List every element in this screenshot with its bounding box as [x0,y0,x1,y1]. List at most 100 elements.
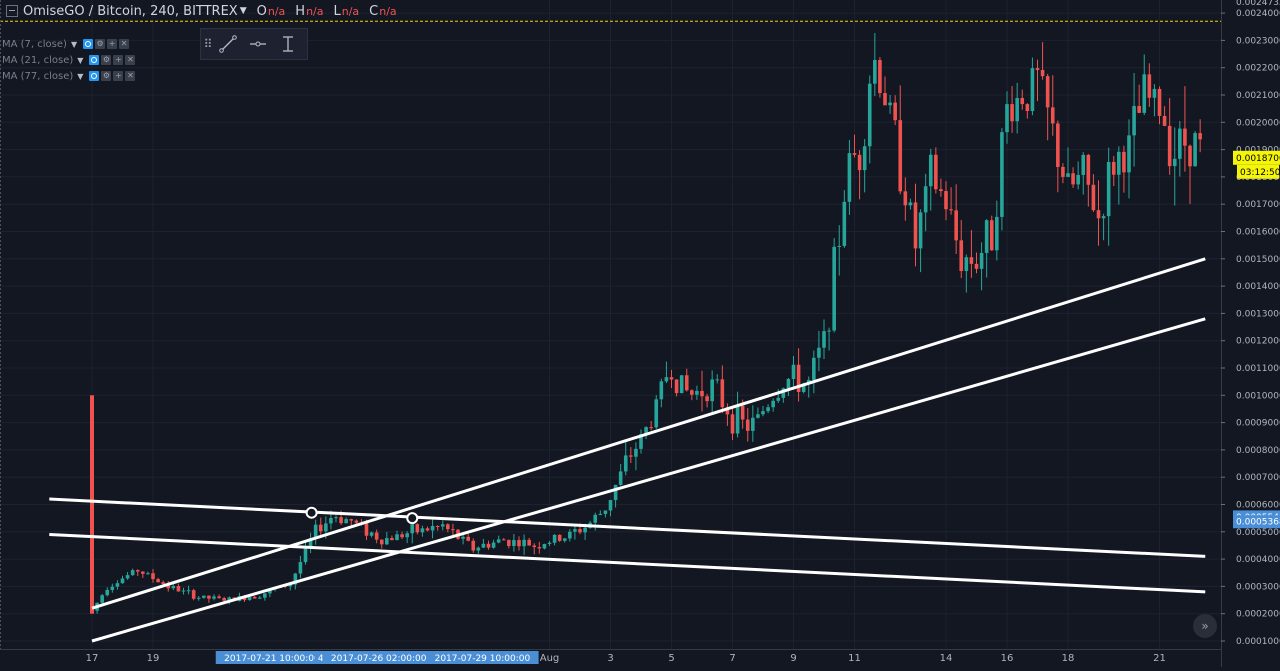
candle-up [791,364,796,379]
price-tag [1233,150,1280,165]
close-icon[interactable]: ✕ [125,55,136,65]
candle-up [979,252,984,269]
more-icon[interactable]: + [113,55,124,65]
chevron-down-icon[interactable]: ▼ [239,6,247,16]
candle-down [532,545,537,548]
eye-icon[interactable] [89,71,100,81]
chevron-down-icon[interactable]: ▼ [77,71,84,81]
candle-up [827,330,831,332]
more-icon[interactable]: + [107,39,118,49]
candle-down [537,547,542,549]
y-tick-label: 0.00170000 [1236,200,1280,210]
eye-icon[interactable] [89,55,100,65]
more-icon[interactable]: + [113,71,124,81]
candle-up [369,532,374,536]
indicator-ma-21[interactable]: MA (21, close) ▼ ⚙ + ✕ [2,53,137,67]
candle-up [1005,104,1009,133]
eye-icon[interactable] [83,39,94,49]
x-tick-label: 3 [607,653,613,664]
symbol-title[interactable]: OmiseGO / Bitcoin, 240, BITTREX [23,3,238,19]
trendline-tool-icon[interactable] [213,30,243,58]
indicator-ma-77[interactable]: MA (77, close) ▼ ⚙ + ✕ [2,69,137,83]
indicator-label: MA (21, close) [2,54,74,66]
candle-down [354,520,359,523]
candle-up [308,538,313,547]
chevron-down-icon[interactable]: ▼ [77,55,84,65]
drag-handle-icon[interactable]: ⠿ [203,37,213,51]
candle-down [690,390,694,395]
candle-up [1066,173,1070,177]
x-tick-label: 18 [1062,653,1075,664]
price-axis[interactable] [1221,0,1280,667]
candle-up [1081,154,1086,175]
candle-down [1071,173,1075,185]
y-tick-label: 0.00120000 [1236,337,1280,347]
y-tick-label: 0.00200000 [1236,118,1280,128]
close-icon[interactable]: ✕ [125,71,136,81]
candle-up [1000,132,1004,217]
collapse-icon[interactable] [6,5,18,17]
candle-up [659,381,664,400]
trendline[interactable] [91,257,1206,610]
candle-up [202,595,206,598]
candle-up [812,357,816,380]
candle-down [878,59,882,94]
candle-up [873,59,877,84]
y-tick-label: 0.00020000 [1236,610,1280,620]
candle-down [507,540,511,546]
candle-down [486,543,491,548]
candle-up [654,399,659,428]
candle-down [1122,151,1126,173]
candle-up [598,513,603,515]
candle-up [420,528,425,533]
vertical-line-tool-icon[interactable] [273,30,303,58]
candle-up [476,547,481,551]
x-highlight-label: 2017-07-26 02:00:00 [331,654,427,664]
candle-up [1178,128,1182,159]
trendline[interactable] [49,497,1206,558]
candle-up [542,544,547,549]
indicator-ma-7[interactable]: MA (7, close) ▼ ⚙ + ✕ [2,37,131,51]
candle-down [1111,161,1116,175]
y-tick-label: 0.00130000 [1236,309,1280,319]
candle-up [771,400,775,408]
x-tick-label: 17 [86,653,99,664]
trendline-handle[interactable] [305,506,318,519]
candle-up [867,83,872,147]
close-icon[interactable]: ✕ [119,39,130,49]
candle-down [471,540,476,551]
candle-down [252,596,257,599]
trendline[interactable] [91,317,1206,643]
candle-up [293,573,298,585]
candle-down [939,189,943,192]
candle-down [349,519,354,521]
candle-down [501,539,506,541]
candle-up [1076,174,1080,185]
settings-icon[interactable]: ⚙ [95,39,106,49]
candle-up [664,377,669,382]
candle-down [700,390,704,397]
candle-spike [90,395,94,614]
candle-up [995,216,999,251]
horizontal-ray-tool-icon[interactable] [243,30,273,58]
x-tick-label: 11 [848,653,861,664]
scroll-to-latest-button[interactable]: » [1193,614,1217,638]
candle-up [298,562,303,574]
settings-icon[interactable]: ⚙ [101,55,112,65]
candle-up [1172,158,1177,167]
trendline-handle[interactable] [406,512,419,525]
candle-down [730,414,735,434]
chevron-down-icon[interactable]: ▼ [70,39,78,49]
candle-up [120,578,125,584]
candle-up [908,202,913,206]
candle-up [964,257,969,272]
candle-down [415,524,420,533]
candle-down [379,539,384,545]
settings-icon[interactable]: ⚙ [101,71,112,81]
trendline[interactable] [49,533,1206,594]
x-highlight-label: 2017-07-29 10:00:00 [435,654,531,664]
candle-down [1157,88,1162,116]
candle-up [801,383,806,392]
